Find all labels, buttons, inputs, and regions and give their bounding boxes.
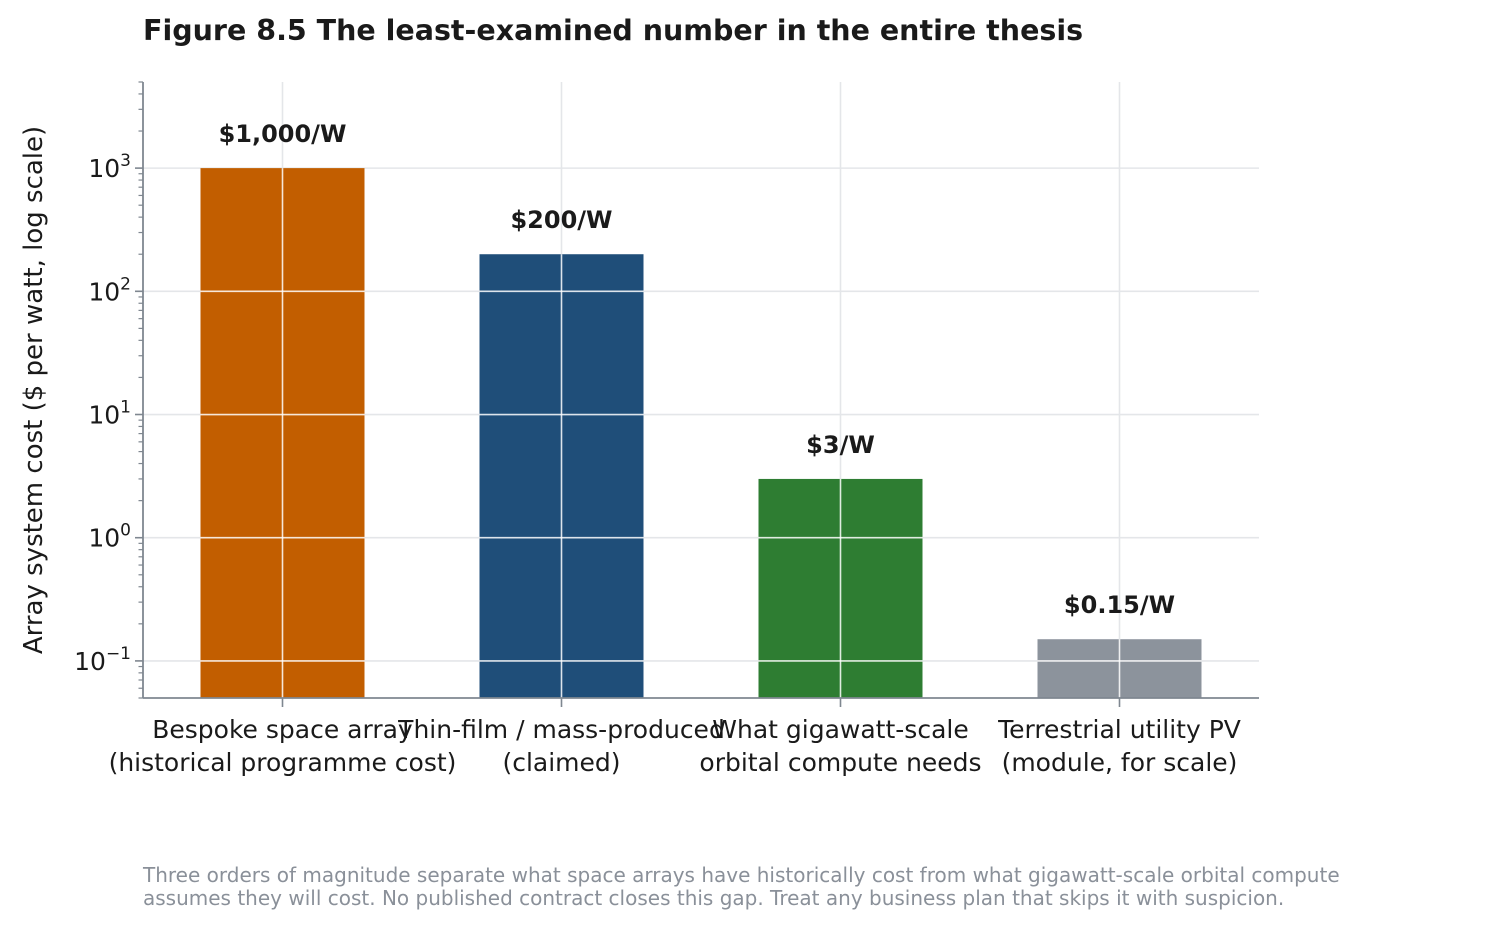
data-label: $200/W [510,206,612,234]
caption-line-1: Three orders of magnitude separate what … [143,863,1340,887]
y-axis-label: Array system cost ($ per watt, log scale… [19,126,49,654]
x-tick-label: Bespoke space array [152,715,413,744]
y-tick-label: 101 [88,398,131,430]
x-tick-label: orbital compute needs [699,748,981,777]
y-tick-label: 10−1 [74,644,131,676]
data-label: $3/W [806,431,875,459]
x-tick-label: Terrestrial utility PV [997,715,1241,744]
x-tick-label: Thin-film / mass-produced [397,715,725,744]
axes [135,81,1259,707]
x-tick-label: What gigawatt-scale [712,715,968,744]
caption: Three orders of magnitude separate what … [143,864,1488,910]
labels: 10−1 100 101 102 103 Bespoke space array (hist… [74,120,1241,777]
caption-line-2: assumes they will cost. No published con… [143,886,1285,910]
y-tick-label: 103 [88,151,131,183]
x-tick-label: (historical programme cost) [109,748,457,777]
data-label: $1,000/W [219,120,347,148]
bars [200,168,1202,699]
y-tick-label: 102 [88,274,131,306]
x-tick-label: (claimed) [502,748,620,777]
x-tick-label: (module, for scale) [1002,748,1238,777]
data-label: $0.15/W [1064,591,1175,619]
y-tick-label: 100 [88,521,131,553]
chart-title: Figure 8.5 The least-examined number in … [143,14,1084,47]
vertical-grid-lines [200,168,1202,698]
